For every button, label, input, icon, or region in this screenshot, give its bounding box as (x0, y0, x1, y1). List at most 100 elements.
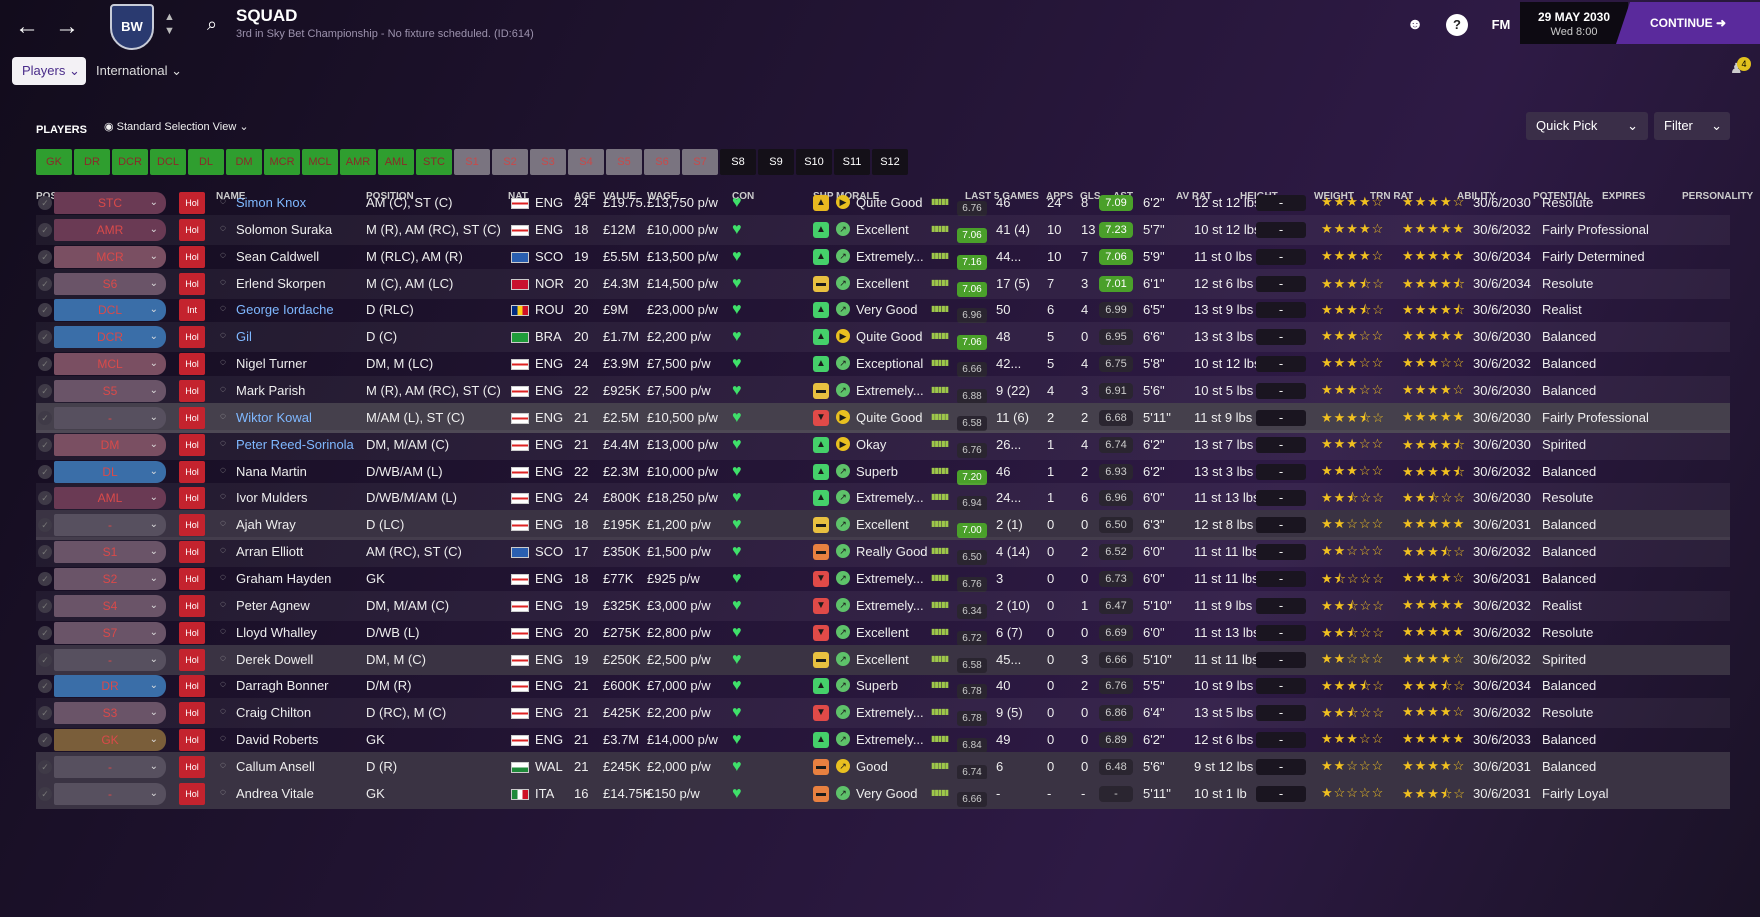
table-row[interactable]: ✓ STC ⌄ Hol ◌ Simon Knox AM (C), ST (C) ENG 24 £1… (36, 188, 1730, 218)
position-chip-s7[interactable]: S7 (682, 149, 718, 175)
player-name[interactable]: Gil (236, 329, 252, 345)
info-badge[interactable]: Hol (179, 702, 205, 725)
table-row[interactable]: ✓ S7 ⌄ Hol ◌ Lloyd Whalley D/WB (L) ENG 20 £275K £… (36, 618, 1730, 648)
position-chip-mcl[interactable]: MCL (302, 149, 338, 175)
position-selected-dropdown[interactable]: - ⌄ (54, 514, 166, 537)
position-chip-dcr[interactable]: DCR (112, 149, 148, 175)
position-chip-s5[interactable]: S5 (606, 149, 642, 175)
position-selected-dropdown[interactable]: DCL ⌄ (54, 299, 166, 322)
position-selected-dropdown[interactable]: S7 ⌄ (54, 621, 166, 644)
table-row[interactable]: ✓ DL ⌄ Hol ◌ Nana Martin D/WB/AM (L) ENG 22 £2.3M… (36, 457, 1730, 487)
player-name[interactable]: Ivor Mulders (236, 490, 308, 506)
position-selected-dropdown[interactable]: DCR ⌄ (54, 326, 166, 349)
column-header-age[interactable]: AGE (574, 191, 596, 202)
table-row[interactable]: ✓ MCL ⌄ Hol ◌ Nigel Turner DM, M (LC) ENG 24 £3.9… (36, 349, 1730, 379)
table-row[interactable]: ✓ - ⌄ Hol ◌ Ajah Wray D (LC) ENG 18 £195K £1,200 p… (36, 510, 1730, 541)
info-badge[interactable]: Hol (179, 218, 205, 241)
forward-arrow-icon[interactable]: → (55, 13, 79, 40)
row-checkbox[interactable]: ✓ (38, 760, 52, 775)
info-badge[interactable]: Hol (179, 245, 205, 268)
player-name[interactable]: Solomon Suraka (236, 221, 333, 237)
player-name[interactable]: Mark Parish (236, 383, 306, 399)
table-row[interactable]: ✓ DR ⌄ Hol ◌ Darragh Bonner D/M (R) ENG 21 £600K £… (36, 671, 1730, 701)
row-checkbox[interactable]: ✓ (38, 706, 52, 721)
player-name[interactable]: David Roberts (236, 732, 319, 748)
back-arrow-icon[interactable]: ← (15, 13, 39, 40)
info-badge[interactable]: Hol (179, 406, 205, 429)
row-checkbox[interactable]: ✓ (38, 491, 52, 506)
position-chip-s12[interactable]: S12 (872, 149, 908, 175)
row-checkbox[interactable]: ✓ (38, 545, 52, 560)
table-row[interactable]: ✓ DCL ⌄ Int ◌ George Iordache D (RLC) ROU 20 £9M £… (36, 295, 1730, 325)
info-badge[interactable]: Hol (179, 460, 205, 483)
player-name[interactable]: Nana Martin (236, 463, 307, 479)
fm-menu-button[interactable]: FM (1491, 17, 1511, 32)
column-header-personality[interactable]: PERSONALITY (1682, 191, 1754, 202)
column-header-last-5-games[interactable]: LAST 5 GAMES (965, 191, 1039, 202)
info-badge[interactable]: Hol (179, 272, 205, 295)
search-icon[interactable]: ⌕ (207, 14, 218, 34)
column-header-position[interactable]: POSITION (366, 191, 414, 202)
position-chip-s6[interactable]: S6 (644, 149, 680, 175)
position-chip-dcl[interactable]: DCL (150, 149, 186, 175)
table-row[interactable]: ✓ S4 ⌄ Hol ◌ Peter Agnew DM, M/AM (C) ENG 19 £325… (36, 590, 1730, 621)
position-chip-dm[interactable]: DM (226, 149, 262, 175)
table-row[interactable]: ✓ S3 ⌄ Hol ◌ Craig Chilton D (RC), M (C) ENG 21 £… (36, 698, 1730, 729)
row-checkbox[interactable]: ✓ (38, 437, 52, 452)
position-chip-s1[interactable]: S1 (454, 149, 490, 175)
row-checkbox[interactable]: ✓ (38, 679, 52, 694)
player-name[interactable]: Ajah Wray (236, 517, 296, 533)
table-row[interactable]: ✓ - ⌄ Hol ◌ Callum Ansell D (R) WAL 21 £245K £2,00… (36, 752, 1730, 783)
table-row[interactable]: ✓ S6 ⌄ Hol ◌ Erlend Skorpen M (C), AM (LC) NOR 2… (36, 268, 1730, 299)
position-selected-dropdown[interactable]: S2 ⌄ (54, 568, 166, 591)
player-name[interactable]: Craig Chilton (236, 705, 312, 721)
position-chip-dl[interactable]: DL (188, 149, 224, 175)
table-row[interactable]: ✓ S2 ⌄ Hol ◌ Graham Hayden GK ENG 18 £77K £925 p/w… (36, 564, 1730, 594)
info-badge[interactable]: Hol (179, 433, 205, 456)
info-badge[interactable]: Hol (179, 514, 205, 537)
row-checkbox[interactable]: ✓ (38, 518, 52, 533)
player-name[interactable]: Lloyd Whalley (236, 624, 317, 640)
column-header-wage[interactable]: WAGE (647, 191, 678, 202)
position-selected-dropdown[interactable]: STC ⌄ (54, 192, 166, 214)
position-chip-s10[interactable]: S10 (796, 149, 832, 175)
player-name[interactable]: Andrea Vitale (236, 785, 314, 801)
info-badge[interactable]: Hol (179, 192, 205, 214)
position-chip-s2[interactable]: S2 (492, 149, 528, 175)
column-header-expires[interactable]: EXPIRES (1602, 191, 1646, 202)
row-checkbox[interactable]: ✓ (38, 625, 52, 640)
column-header-name[interactable]: NAME (216, 191, 246, 202)
row-checkbox[interactable]: ✓ (38, 330, 52, 345)
row-checkbox[interactable]: ✓ (38, 786, 52, 801)
column-header-apps[interactable]: APPS (1046, 191, 1074, 202)
row-checkbox[interactable]: ✓ (38, 357, 52, 372)
position-selected-dropdown[interactable]: MCL ⌄ (54, 353, 166, 376)
info-badge[interactable]: Hol (179, 621, 205, 644)
row-checkbox[interactable]: ✓ (38, 196, 52, 210)
club-crest[interactable]: BW (110, 4, 154, 50)
info-badge[interactable]: Hol (179, 541, 205, 564)
row-checkbox[interactable]: ✓ (38, 572, 52, 587)
player-name[interactable]: Simon Knox (236, 195, 307, 210)
row-checkbox[interactable]: ✓ (38, 384, 52, 399)
info-badge[interactable]: Hol (179, 594, 205, 617)
table-row[interactable]: ✓ S5 ⌄ Hol ◌ Mark Parish M (R), AM (RC), ST (C… (36, 376, 1730, 407)
position-chip-mcr[interactable]: MCR (264, 149, 300, 175)
info-badge[interactable]: Hol (179, 782, 205, 805)
table-row[interactable]: ✓ - ⌄ Hol ◌ Wiktor Kowal M/AM (L), ST (C) ENG 21… (36, 402, 1730, 433)
row-checkbox[interactable]: ✓ (38, 464, 52, 479)
help-icon[interactable]: ? (1446, 14, 1468, 36)
row-checkbox[interactable]: ✓ (38, 303, 52, 318)
position-selected-dropdown[interactable]: AML ⌄ (54, 487, 166, 510)
continue-button[interactable]: CONTINUE ➜ (1616, 2, 1760, 44)
player-name[interactable]: Derek Dowell (236, 651, 314, 667)
view-selector[interactable]: ◉ Standard Selection View ⌄ (104, 116, 249, 138)
info-badge[interactable]: Hol (179, 380, 205, 403)
column-header-potential[interactable]: POTENTIAL (1533, 191, 1590, 202)
position-chip-gk[interactable]: GK (36, 149, 72, 175)
position-selected-dropdown[interactable]: - ⌄ (54, 648, 166, 671)
position-selected-dropdown[interactable]: S1 ⌄ (54, 541, 166, 564)
player-name[interactable]: Darragh Bonner (236, 678, 329, 694)
position-chip-s3[interactable]: S3 (530, 149, 566, 175)
position-chip-dr[interactable]: DR (74, 149, 110, 175)
